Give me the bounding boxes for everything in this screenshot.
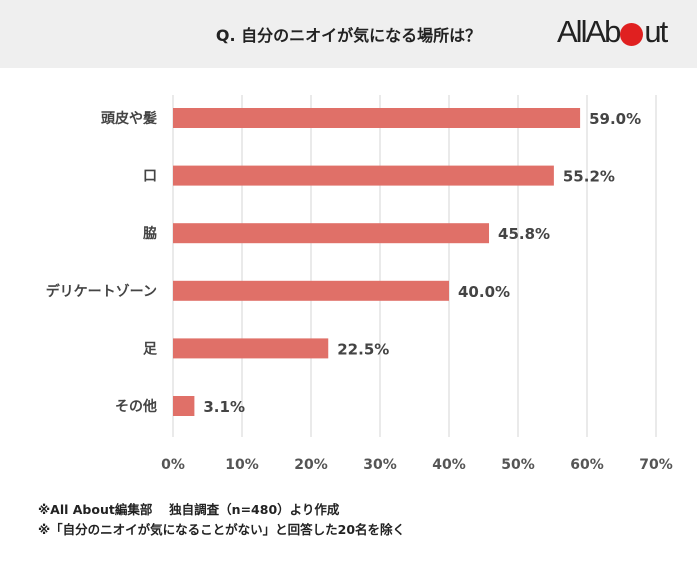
- category-label: 頭皮や髪: [101, 110, 157, 127]
- data-label: 59.0%: [589, 110, 641, 128]
- x-tick-label: 10%: [225, 457, 259, 473]
- category-label: 口: [143, 169, 157, 185]
- data-label: 55.2%: [563, 168, 615, 186]
- data-label: 22.5%: [337, 340, 389, 358]
- all-about-logo: AllAb ut: [557, 14, 668, 49]
- bar: [173, 280, 449, 301]
- x-tick-label: 30%: [363, 457, 397, 473]
- footnote-source: ※All About編集部 独自調査（n=480）より作成: [38, 502, 340, 517]
- category-label: 足: [143, 341, 158, 357]
- category-label: デリケートゾーン: [46, 283, 157, 300]
- category-label: 脇: [143, 225, 157, 242]
- x-tick-label: 40%: [432, 457, 466, 473]
- chart-title: Q. 自分のニオイが気になる場所は？: [215, 26, 482, 45]
- footnote-exclusion: ※「自分のニオイが気になることがない」と回答した20名を除く: [38, 522, 406, 537]
- x-tick-label: 20%: [294, 457, 328, 473]
- category-label: その他: [115, 398, 157, 415]
- x-tick-label: 0%: [161, 457, 185, 473]
- x-tick-label: 50%: [501, 457, 535, 473]
- data-label: 40.0%: [458, 283, 510, 301]
- x-tick-label: 60%: [570, 457, 604, 473]
- bar: [173, 223, 490, 244]
- bar: [173, 165, 554, 186]
- x-tick-label: 70%: [639, 457, 673, 473]
- bar: [173, 108, 581, 128]
- data-label: 45.8%: [498, 225, 550, 243]
- bar: [173, 396, 195, 416]
- bar: [173, 338, 329, 359]
- data-label: 3.1%: [203, 398, 245, 416]
- header-band: [0, 0, 697, 68]
